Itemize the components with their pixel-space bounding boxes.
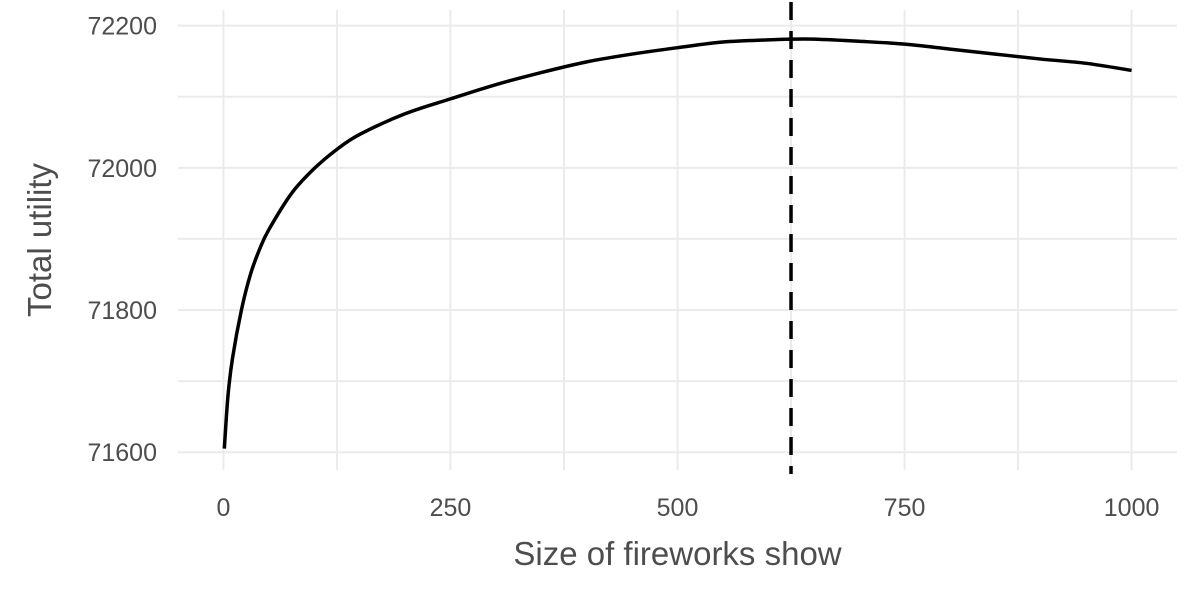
y-tick-label: 71800 — [87, 297, 157, 325]
x-tick-label: 0 — [216, 494, 230, 522]
total-utility-curve — [222, 37, 1132, 449]
x-tick-label: 500 — [657, 494, 699, 522]
y-axis-title: Total utility — [21, 162, 58, 317]
y-tick-label: 71600 — [87, 439, 157, 467]
y-tick-label: 72200 — [87, 13, 157, 41]
y-tick-label: 72000 — [87, 155, 157, 183]
x-axis-title: Size of fireworks show — [513, 535, 841, 572]
x-tick-label: 1000 — [1104, 494, 1160, 522]
x-tick-label: 750 — [884, 494, 926, 522]
y-axis-tick-labels: 71600 71800 72000 72200 — [87, 13, 157, 468]
series — [222, 2, 1132, 474]
x-tick-label: 250 — [430, 494, 472, 522]
x-axis-tick-labels: 0 250 500 750 1000 — [216, 494, 1159, 522]
grid — [178, 10, 1177, 470]
